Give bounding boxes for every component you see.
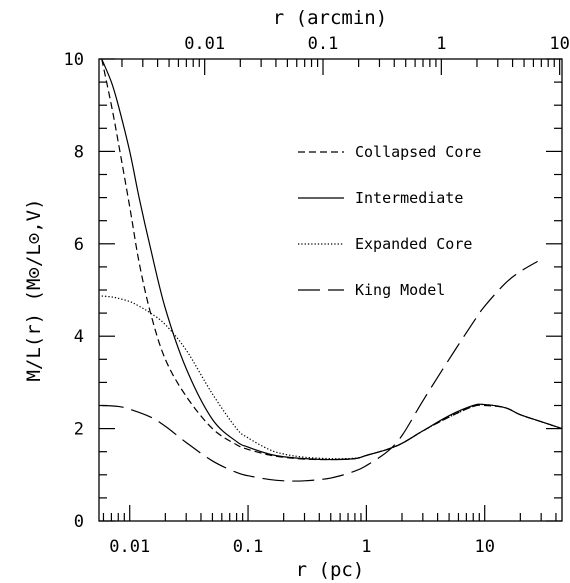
x-axis-label: r (pc) (296, 559, 365, 581)
top-tick-label: 1 (436, 34, 446, 54)
x-tick-label: 1 (361, 537, 371, 557)
x-tick-label: 10 (474, 537, 494, 557)
top-axis-label: r (arcmin) (273, 7, 387, 29)
x-tick-label: 0.1 (233, 537, 264, 557)
y-tick-label: 10 (64, 50, 84, 70)
top-tick-label: 0.1 (308, 34, 339, 54)
top-tick-label: 10 (549, 34, 569, 54)
tick-labels: 0.01 0.1 1 10 0.01 0.1 1 10 0 2 4 6 8 10 (64, 34, 570, 557)
y-tick-label: 0 (74, 512, 84, 532)
series-line-expanded-core (101, 295, 562, 460)
series-line-intermediate (101, 59, 562, 461)
y-tick-label: 2 (74, 420, 84, 440)
legend-label: Collapsed Core (355, 143, 481, 161)
y-tick-label: 8 (74, 142, 84, 162)
series-layer (101, 59, 562, 482)
tick-marks (99, 58, 562, 522)
legend-label: Intermediate (355, 189, 463, 207)
y-tick-label: 6 (74, 235, 84, 255)
x-tick-label: 0.01 (109, 537, 150, 557)
legend-label: King Model (355, 281, 445, 299)
y-tick-label: 4 (74, 327, 84, 347)
y-axis-label: M/L(r) (M⊙/L⊙,V) (23, 198, 45, 381)
legend: Collapsed Core Intermediate Expanded Core K… (298, 143, 481, 299)
top-tick-label: 0.01 (184, 34, 225, 54)
series-line-collapsed-core (101, 59, 562, 461)
legend-label: Expanded Core (355, 235, 472, 253)
series-line-king-model (101, 260, 538, 482)
